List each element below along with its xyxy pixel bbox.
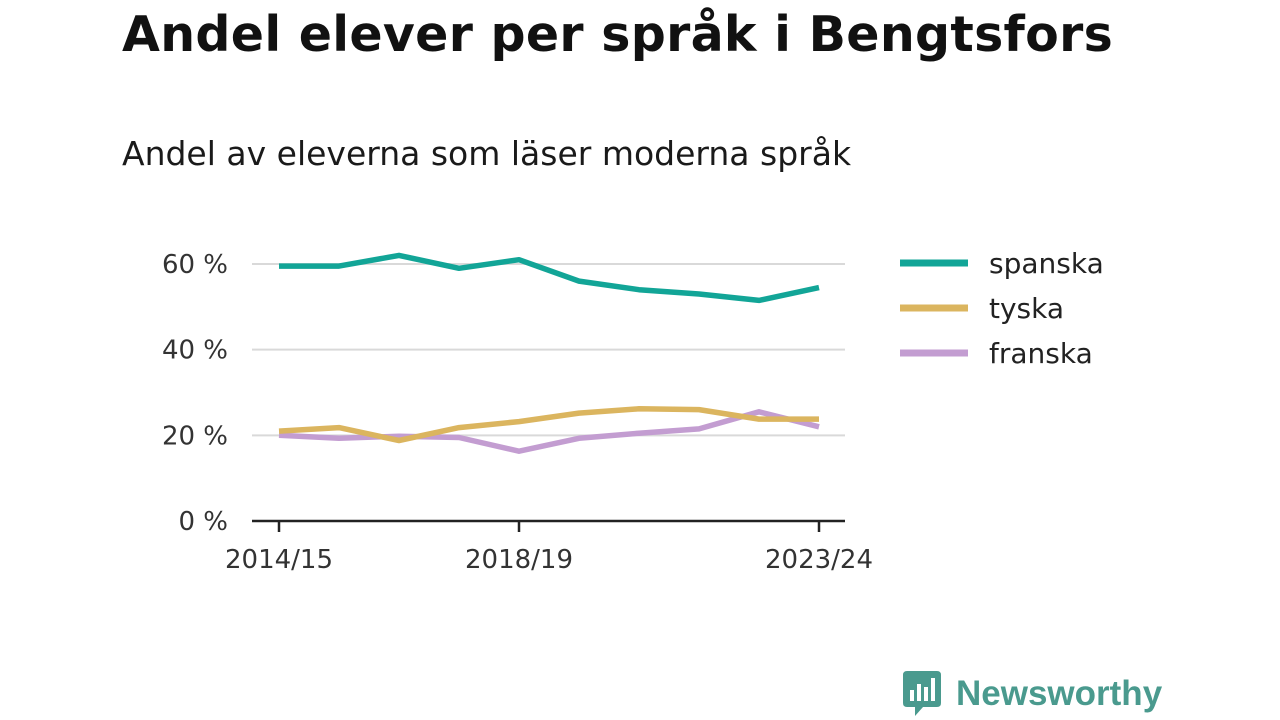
series-lines	[278, 252, 820, 454]
y-tick-label: 0 %	[178, 507, 228, 537]
chart-title: Andel elever per språk i Bengtsfors	[122, 6, 1114, 63]
legend-label-tyska: tyska	[989, 292, 1064, 325]
series-line-spanska	[279, 252, 820, 304]
bar-chart-speech-bubble-icon	[903, 671, 941, 716]
y-tick-label: 60 %	[162, 250, 228, 280]
legend-label-spanska: spanska	[989, 247, 1104, 280]
y-tick-label: 20 %	[162, 421, 228, 451]
x-tick-label: 2014/15	[225, 545, 333, 575]
grid-lines	[252, 263, 845, 437]
newsworthy-logo: Newsworthy	[902, 670, 1162, 718]
y-axis-labels: 0 % 20 % 40 % 60 %	[162, 250, 228, 537]
series-line-tyska	[278, 406, 819, 444]
legend: spanska tyska franska	[900, 247, 1104, 370]
legend-label-franska: franska	[989, 337, 1093, 370]
x-tick-label: 2018/19	[465, 545, 573, 575]
x-axis	[252, 519, 845, 532]
chart-subtitle: Andel av eleverna som läser moderna språ…	[122, 134, 852, 173]
x-axis-labels: 2014/15 2018/19 2023/24	[225, 545, 873, 575]
series-line-franska	[278, 409, 820, 454]
y-tick-label: 40 %	[162, 336, 228, 366]
x-tick-label: 2023/24	[765, 545, 873, 575]
brand-name: Newsworthy	[956, 674, 1163, 713]
